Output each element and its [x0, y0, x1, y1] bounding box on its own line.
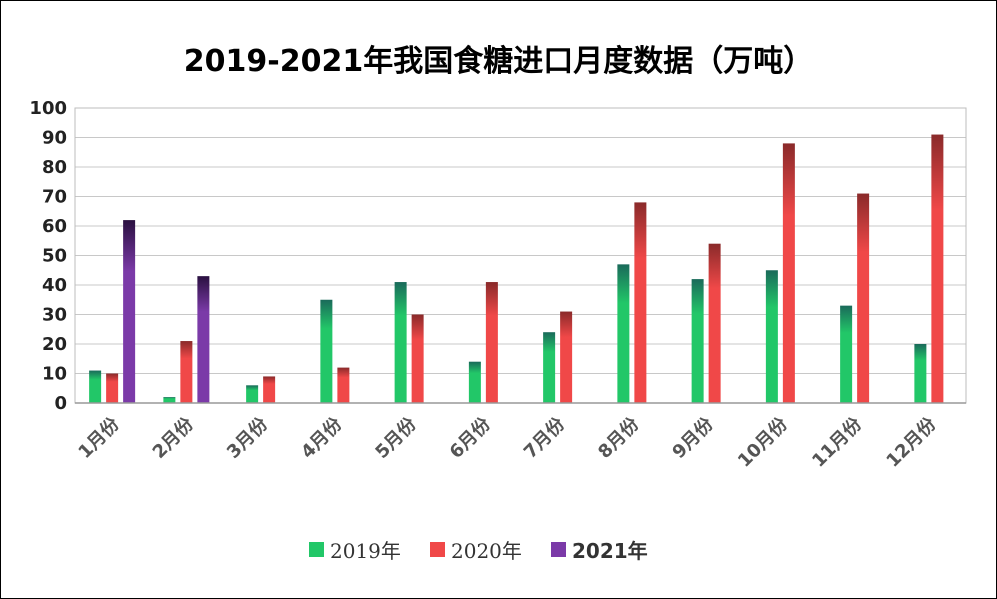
y-tick-label: 0	[54, 393, 67, 414]
bar-2019年	[468, 361, 481, 403]
bar-2020年	[857, 193, 870, 403]
bar-2019年	[840, 305, 853, 403]
bar-2020年	[411, 314, 424, 403]
bar-2021年	[123, 220, 136, 403]
bar-2019年	[914, 344, 927, 403]
bar-2019年	[691, 279, 704, 403]
legend-swatch	[551, 542, 566, 557]
x-tick-label: 1月份	[74, 412, 125, 463]
bar-2020年	[485, 282, 498, 403]
bar-2020年	[560, 311, 573, 403]
x-tick-label: 6月份	[445, 412, 496, 463]
y-tick-label: 70	[42, 187, 67, 208]
bar-2021年	[197, 276, 210, 403]
y-tick-label: 50	[42, 246, 67, 267]
x-tick-label: 10月份	[733, 412, 792, 471]
y-tick-label: 30	[42, 305, 67, 326]
y-tick-label: 100	[29, 98, 67, 119]
bar-2020年	[782, 143, 795, 403]
x-tick-label: 4月份	[297, 412, 348, 463]
legend-label: 2021年	[572, 539, 648, 563]
x-tick-label: 11月份	[807, 412, 866, 471]
bars	[89, 134, 944, 404]
bar-2020年	[634, 202, 647, 403]
x-tick-label: 3月份	[222, 412, 273, 463]
legend-swatch	[309, 542, 324, 557]
legend: 2019年 2020年 2021年	[309, 539, 648, 563]
y-tick-label: 20	[42, 334, 67, 355]
y-tick-label: 80	[42, 157, 67, 178]
bar-2020年	[106, 373, 119, 403]
bar-2020年	[180, 341, 193, 403]
y-tick-label: 40	[42, 275, 67, 296]
x-tick-label: 7月份	[519, 412, 570, 463]
bar-2019年	[89, 370, 102, 403]
bar-2019年	[617, 264, 630, 403]
legend-swatch	[430, 542, 445, 557]
x-tick-label: 12月份	[882, 412, 941, 471]
x-tick-label: 8月份	[594, 412, 645, 463]
chart-title: 2019-2021年我国食糖进口月度数据（万吨）	[183, 44, 814, 79]
x-tick-label: 9月份	[668, 412, 719, 463]
legend-label: 2020年	[451, 539, 522, 563]
legend-label: 2019年	[330, 539, 401, 563]
y-tick-label: 60	[42, 216, 67, 237]
y-tick-label: 90	[42, 128, 67, 149]
x-tick-label: 2月份	[148, 412, 199, 463]
bar-2019年	[163, 397, 176, 403]
bar-2019年	[394, 282, 407, 403]
bar-2019年	[765, 270, 778, 403]
bar-2020年	[263, 376, 276, 403]
bar-2019年	[543, 332, 556, 403]
bar-2020年	[337, 367, 350, 403]
x-tick-label: 5月份	[371, 412, 422, 463]
bar-2019年	[246, 385, 259, 403]
bar-2020年	[708, 243, 721, 403]
bar-2020年	[931, 134, 944, 404]
bar-2019年	[320, 299, 333, 403]
y-tick-label: 10	[42, 364, 67, 385]
